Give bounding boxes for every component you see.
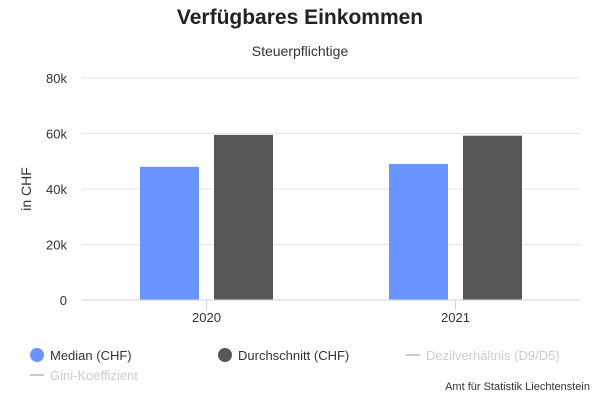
- legend-row-1: Median (CHF) Durchschnitt (CHF) Dezilver…: [30, 346, 590, 364]
- legend-marker-gini: [30, 374, 44, 376]
- y-tick-label: 80k: [46, 71, 67, 86]
- legend-marker-median: [30, 348, 44, 362]
- legend-item-gini[interactable]: Gini-Koeffizient: [30, 368, 138, 383]
- bar[interactable]: [389, 164, 448, 300]
- chart-subtitle: Steuerpflichtige: [251, 43, 349, 59]
- legend-item-median[interactable]: Median (CHF): [30, 348, 218, 363]
- bar[interactable]: [214, 134, 273, 300]
- y-tick-label: 40k: [46, 182, 67, 197]
- x-tick-label: 2021: [441, 310, 470, 325]
- legend-marker-dezilverhaeltnis: [406, 354, 420, 356]
- bar[interactable]: [140, 166, 199, 300]
- legend-label-gini: Gini-Koeffizient: [50, 367, 138, 383]
- legend-label-durchschnitt: Durchschnitt (CHF): [238, 347, 350, 363]
- legend-item-dezilverhaeltnis[interactable]: Dezilverhältnis (D9/D5): [406, 348, 560, 363]
- y-tick-label: 60k: [46, 127, 67, 142]
- x-tick-label: 2020: [192, 310, 221, 325]
- legend-label-median: Median (CHF): [50, 347, 132, 363]
- legend: Median (CHF) Durchschnitt (CHF) Dezilver…: [30, 346, 590, 386]
- y-tick-label: 0: [60, 293, 67, 308]
- y-axis-label: in CHF: [18, 167, 34, 211]
- legend-row-2: Gini-Koeffizient: [30, 366, 590, 384]
- credits[interactable]: Amt für Statistik Liechtenstein: [445, 381, 590, 393]
- chart-title: Verfügbares Einkommen: [176, 6, 424, 29]
- y-tick-label: 20k: [46, 238, 67, 253]
- legend-label-dezilverhaeltnis: Dezilverhältnis (D9/D5): [426, 347, 560, 363]
- bars: [140, 134, 522, 300]
- legend-item-durchschnitt[interactable]: Durchschnitt (CHF): [218, 348, 406, 363]
- legend-marker-durchschnitt: [218, 348, 232, 362]
- axes: 0 20k 40k 60k 80k 2020 2021: [46, 71, 580, 325]
- bar[interactable]: [463, 135, 522, 300]
